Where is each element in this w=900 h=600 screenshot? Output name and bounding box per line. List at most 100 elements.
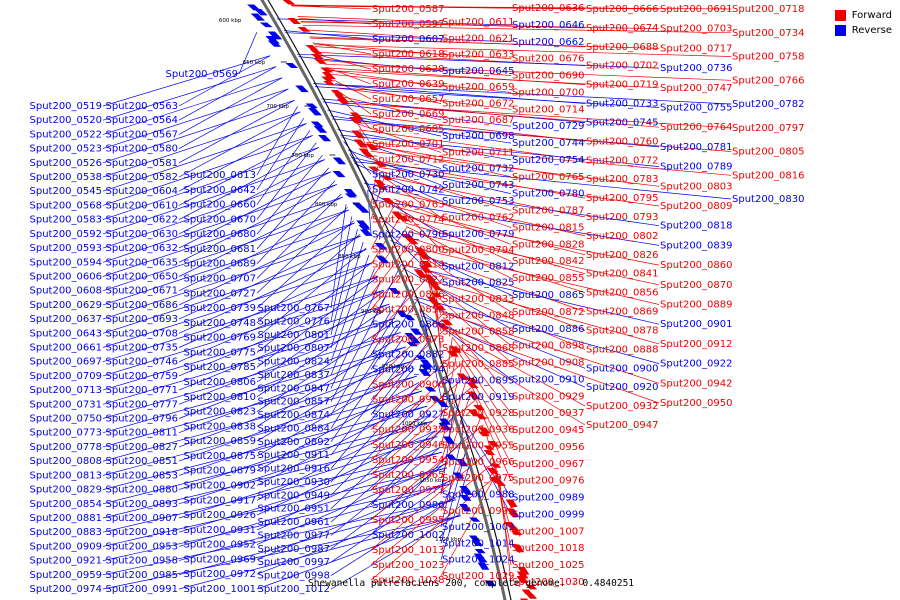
gene-label[interactable]: Sput200_0956 bbox=[512, 442, 585, 453]
gene-label[interactable]: Sput200_0744 bbox=[512, 138, 585, 149]
gene-label[interactable]: Sput200_0958 bbox=[106, 556, 179, 567]
gene-label[interactable]: Sput200_0594 bbox=[30, 257, 103, 268]
gene-label[interactable]: Sput200_0839 bbox=[660, 240, 733, 251]
gene-label[interactable]: Sput200_0742 bbox=[372, 184, 445, 195]
gene-label[interactable]: Sput200_0869 bbox=[586, 307, 659, 318]
gene-label[interactable]: Sput200_0828 bbox=[512, 239, 585, 250]
gene-label[interactable]: Sput200_0703 bbox=[660, 24, 733, 35]
gene-label[interactable]: Sput200_0880 bbox=[106, 485, 179, 496]
gene-label[interactable]: Sput200_0865 bbox=[512, 290, 585, 301]
gene-label[interactable]: Sput200_0816 bbox=[732, 170, 805, 181]
gene-label[interactable]: Sput200_0754 bbox=[512, 155, 585, 166]
gene-label[interactable]: Sput200_0709 bbox=[30, 371, 103, 382]
gene-label[interactable]: Sput200_0688 bbox=[586, 42, 659, 53]
gene-label[interactable]: Sput200_0718 bbox=[732, 4, 805, 15]
gene-label[interactable]: Sput200_0986 bbox=[372, 500, 445, 511]
gene-label[interactable]: Sput200_0790 bbox=[372, 229, 445, 240]
gene-label[interactable]: Sput200_0604 bbox=[106, 186, 179, 197]
gene-label[interactable]: Sput200_0855 bbox=[512, 273, 585, 284]
gene-label[interactable]: Sput200_0611 bbox=[442, 17, 515, 28]
gene-label[interactable]: Sput200_0918 bbox=[106, 527, 179, 538]
gene-label[interactable]: Sput200_0581 bbox=[106, 158, 179, 169]
gene-label[interactable]: Sput200_0771 bbox=[106, 385, 179, 396]
gene-label[interactable]: Sput200_0592 bbox=[30, 229, 103, 240]
gene-label[interactable]: Sput200_0621 bbox=[442, 33, 515, 44]
gene-label[interactable]: Sput200_0892 bbox=[258, 437, 331, 448]
gene-label[interactable]: Sput200_0920 bbox=[586, 382, 659, 393]
gene-label[interactable]: Sput200_0735 bbox=[106, 343, 179, 354]
gene-label[interactable]: Sput200_0911 bbox=[258, 450, 331, 461]
gene-label[interactable]: Sput200_0973 bbox=[372, 485, 445, 496]
gene-label[interactable]: Sput200_0713 bbox=[30, 385, 103, 396]
gene-label[interactable]: Sput200_0635 bbox=[106, 257, 179, 268]
gene-label[interactable]: Sput200_0813 bbox=[30, 470, 103, 481]
gene-label[interactable]: Sput200_0800 bbox=[372, 244, 445, 255]
gene-label[interactable]: Sput200_0767 bbox=[258, 303, 331, 314]
gene-label[interactable]: Sput200_0954 bbox=[372, 455, 445, 466]
gene-label[interactable]: Sput200_0628 bbox=[372, 64, 445, 75]
gene-label[interactable]: Sput200_0824 bbox=[258, 357, 331, 368]
gene-label[interactable]: Sput200_0932 bbox=[586, 401, 659, 412]
gene-label[interactable]: Sput200_0787 bbox=[512, 206, 585, 217]
gene-label[interactable]: Sput200_0630 bbox=[106, 229, 179, 240]
gene-label[interactable]: Sput200_0836 bbox=[372, 290, 445, 301]
gene-label[interactable]: Sput200_1028 bbox=[372, 575, 445, 586]
gene-label[interactable]: Sput200_0930 bbox=[258, 477, 331, 488]
gene-label[interactable]: Sput200_0659 bbox=[442, 82, 515, 93]
gene-label[interactable]: Sput200_0825 bbox=[442, 278, 515, 289]
gene-label[interactable]: Sput200_0711 bbox=[442, 147, 515, 158]
gene-label[interactable]: Sput200_0689 bbox=[184, 259, 257, 270]
gene-label[interactable]: Sput200_0914 bbox=[372, 395, 445, 406]
gene-label[interactable]: Sput200_0967 bbox=[512, 459, 585, 470]
gene-label[interactable]: Sput200_0919 bbox=[442, 392, 515, 403]
gene-label[interactable]: Sput200_1014 bbox=[442, 538, 515, 549]
gene-label[interactable]: Sput200_0878 bbox=[586, 325, 659, 336]
gene-label[interactable]: Sput200_0745 bbox=[586, 117, 659, 128]
gene-label[interactable]: Sput200_0776 bbox=[258, 316, 331, 327]
gene-label[interactable]: Sput200_0857 bbox=[258, 397, 331, 408]
gene-label[interactable]: Sput200_0985 bbox=[106, 570, 179, 581]
gene-label[interactable]: Sput200_0910 bbox=[512, 374, 585, 385]
gene-label[interactable]: Sput200_0593 bbox=[30, 243, 103, 254]
gene-label[interactable]: Sput200_0781 bbox=[660, 142, 733, 153]
gene-label[interactable]: Sput200_0797 bbox=[732, 123, 805, 134]
gene-label[interactable]: Sput200_0671 bbox=[106, 286, 179, 297]
gene-label[interactable]: Sput200_0693 bbox=[106, 314, 179, 325]
gene-label[interactable]: Sput200_0998 bbox=[258, 571, 331, 582]
gene-label[interactable]: Sput200_0760 bbox=[586, 136, 659, 147]
gene-label[interactable]: Sput200_0606 bbox=[30, 271, 103, 282]
gene-label[interactable]: Sput200_0753 bbox=[442, 196, 515, 207]
gene-label[interactable]: Sput200_0526 bbox=[30, 158, 103, 169]
gene-label[interactable]: Sput200_0733 bbox=[586, 99, 659, 110]
gene-label[interactable]: Sput200_0922 bbox=[660, 359, 733, 370]
gene-label[interactable]: Sput200_0777 bbox=[106, 399, 179, 410]
gene-label[interactable]: Sput200_0975 bbox=[442, 473, 515, 484]
gene-label[interactable]: Sput200_0608 bbox=[30, 286, 103, 297]
gene-label[interactable]: Sput200_0712 bbox=[372, 154, 445, 165]
gene-label[interactable]: Sput200_0937 bbox=[512, 408, 585, 419]
gene-label[interactable]: Sput200_0779 bbox=[442, 229, 515, 240]
gene-label[interactable]: Sput200_1025 bbox=[512, 560, 585, 571]
gene-label[interactable]: Sput200_0748 bbox=[184, 318, 257, 329]
gene-label[interactable]: Sput200_1024 bbox=[442, 555, 515, 566]
gene-label[interactable]: Sput200_0900 bbox=[586, 363, 659, 374]
gene-label[interactable]: Sput200_0622 bbox=[106, 215, 179, 226]
gene-label[interactable]: Sput200_0946 bbox=[372, 440, 445, 451]
gene-label[interactable]: Sput200_0702 bbox=[586, 61, 659, 72]
gene-label[interactable]: Sput200_0991 bbox=[106, 584, 179, 595]
gene-label[interactable]: Sput200_0719 bbox=[586, 80, 659, 91]
gene-label[interactable]: Sput200_0908 bbox=[512, 358, 585, 369]
gene-label[interactable]: Sput200_0961 bbox=[258, 517, 331, 528]
gene-label[interactable]: Sput200_0888 bbox=[586, 344, 659, 355]
gene-label[interactable]: Sput200_0874 bbox=[258, 410, 331, 421]
gene-label[interactable]: Sput200_0868 bbox=[442, 343, 515, 354]
gene-label[interactable]: Sput200_0717 bbox=[660, 43, 733, 54]
gene-label[interactable]: Sput200_0780 bbox=[512, 189, 585, 200]
gene-label[interactable]: Sput200_0795 bbox=[586, 193, 659, 204]
gene-label[interactable]: Sput200_0773 bbox=[30, 428, 103, 439]
gene-label[interactable]: Sput200_0743 bbox=[442, 180, 515, 191]
gene-label[interactable]: Sput200_0870 bbox=[660, 280, 733, 291]
gene-label[interactable]: Sput200_0889 bbox=[660, 300, 733, 311]
gene-label[interactable]: Sput200_0613 bbox=[184, 170, 257, 181]
gene-label[interactable]: Sput200_0759 bbox=[106, 371, 179, 382]
